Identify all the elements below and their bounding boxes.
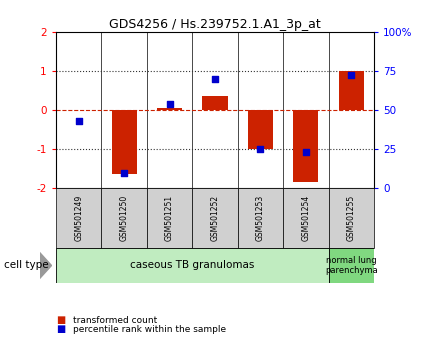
Bar: [329, 188, 374, 248]
Point: [302, 149, 309, 155]
Text: normal lung
parenchyma: normal lung parenchyma: [325, 256, 378, 275]
Bar: [192, 188, 238, 248]
Point: [212, 76, 218, 81]
Text: GSM501253: GSM501253: [256, 195, 265, 241]
Text: GSM501255: GSM501255: [347, 195, 356, 241]
Bar: [101, 188, 147, 248]
Bar: [293, 110, 318, 182]
Bar: [339, 71, 364, 110]
Text: transformed count: transformed count: [73, 316, 157, 325]
Bar: [112, 110, 137, 174]
Point: [348, 72, 355, 78]
Point: [166, 101, 173, 107]
Text: GSM501254: GSM501254: [301, 195, 310, 241]
Text: GSM501250: GSM501250: [120, 195, 129, 241]
Bar: [147, 188, 192, 248]
Text: GSM501249: GSM501249: [74, 195, 83, 241]
Bar: [56, 188, 101, 248]
Title: GDS4256 / Hs.239752.1.A1_3p_at: GDS4256 / Hs.239752.1.A1_3p_at: [109, 18, 321, 31]
Text: cell type: cell type: [4, 261, 49, 270]
Bar: [238, 188, 283, 248]
Bar: [203, 96, 227, 110]
Bar: [248, 110, 273, 149]
Text: caseous TB granulomas: caseous TB granulomas: [130, 261, 255, 270]
Text: ■: ■: [56, 315, 65, 325]
Polygon shape: [40, 251, 52, 280]
Point: [257, 146, 264, 152]
Bar: [56, 248, 329, 283]
Text: GSM501251: GSM501251: [165, 195, 174, 241]
Bar: [157, 108, 182, 110]
Text: GSM501252: GSM501252: [211, 195, 219, 241]
Text: percentile rank within the sample: percentile rank within the sample: [73, 325, 226, 334]
Point: [121, 170, 128, 176]
Bar: [329, 248, 374, 283]
Point: [75, 119, 82, 124]
Bar: [283, 188, 329, 248]
Text: ■: ■: [56, 324, 65, 334]
